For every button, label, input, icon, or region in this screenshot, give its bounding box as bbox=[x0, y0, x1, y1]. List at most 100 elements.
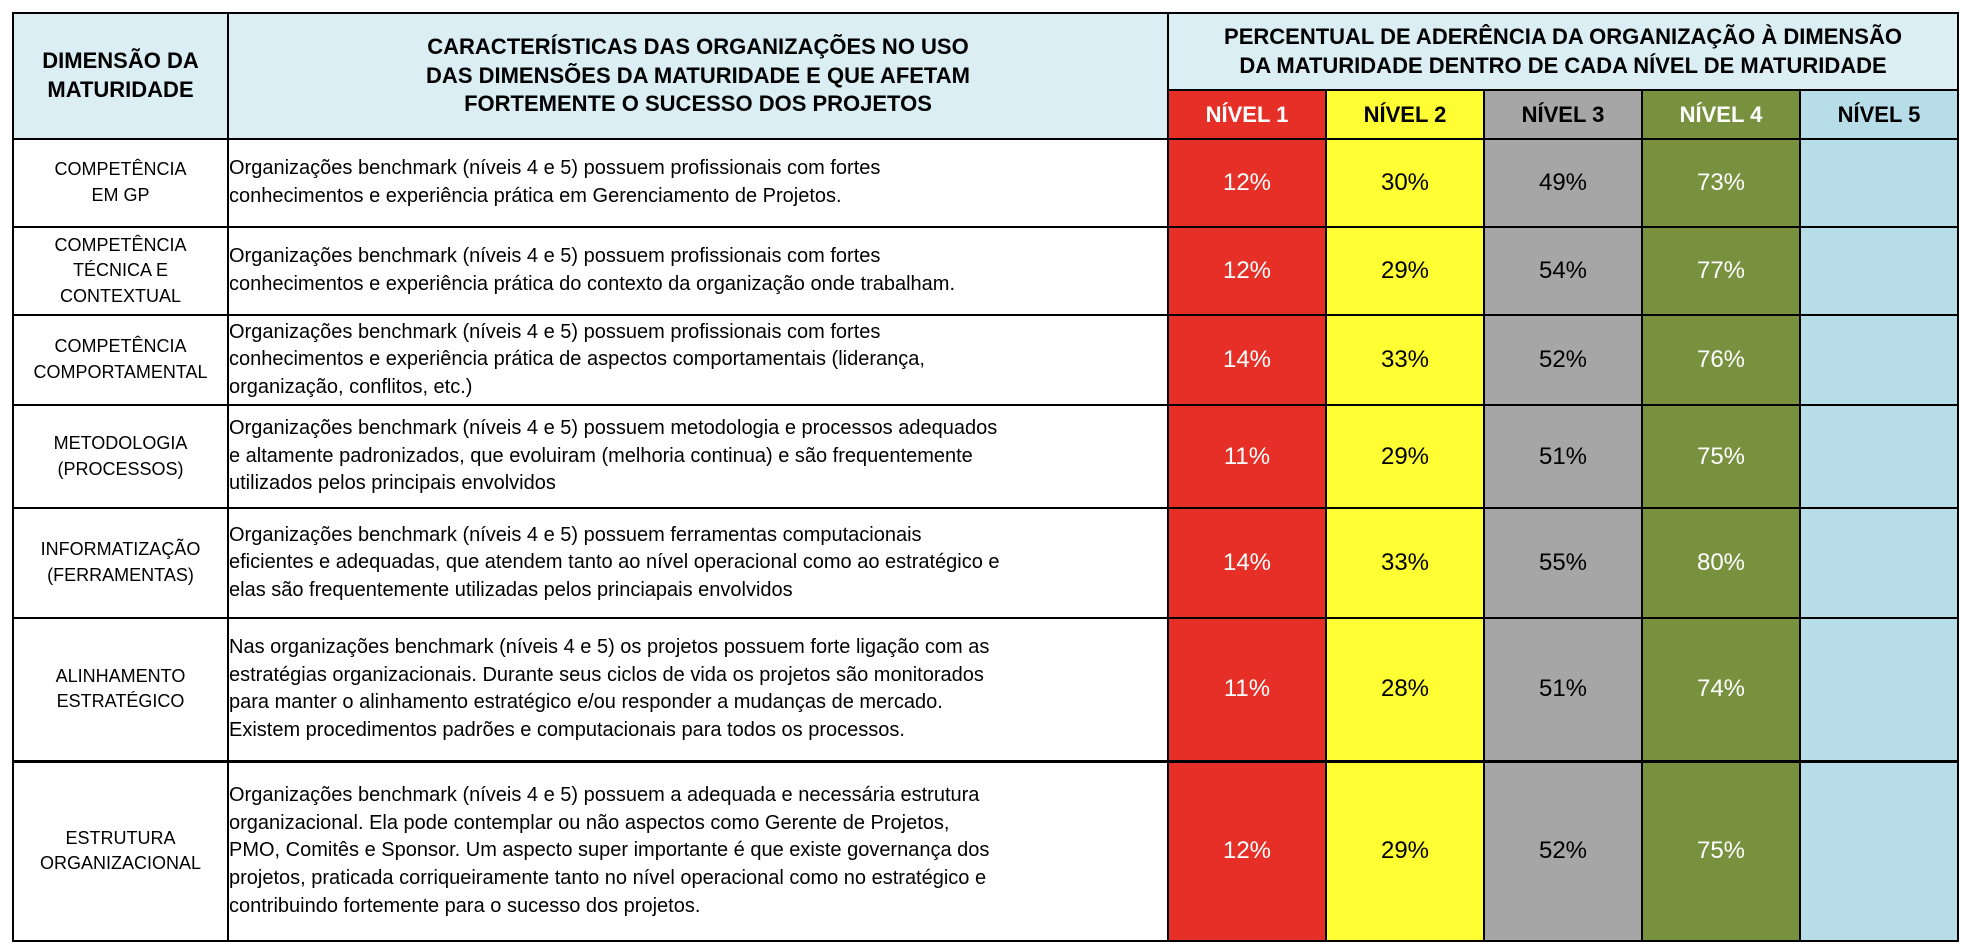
value-nivel-3: 49% bbox=[1483, 138, 1643, 228]
description-line: contribuindo fortemente para o sucesso d… bbox=[229, 894, 701, 917]
value-nivel-5 bbox=[1799, 314, 1959, 406]
value-nivel-5 bbox=[1799, 617, 1959, 762]
value-nivel-5 bbox=[1799, 759, 1959, 942]
dimension-line: METODOLOGIA bbox=[53, 432, 188, 453]
value-nivel-4: 76% bbox=[1641, 314, 1801, 406]
table-row: ESTRUTURA ORGANIZACIONAL Organizações be… bbox=[12, 759, 1959, 942]
header-characteristics-line: FORTEMENTE O SUCESSO DOS PROJETOS bbox=[464, 91, 932, 117]
header-characteristics-line: DAS DIMENSÕES DA MATURIDADE E QUE AFETAM bbox=[426, 62, 970, 88]
header-characteristics: CARACTERÍSTICAS DAS ORGANIZAÇÕES NO USO … bbox=[227, 12, 1169, 140]
value-nivel-2: 28% bbox=[1325, 617, 1485, 762]
description-line: organização, conflitos, etc.) bbox=[229, 375, 473, 398]
dimension-line: COMPETÊNCIA bbox=[54, 159, 187, 180]
description-line: organizacional. Ela pode contemplar ou n… bbox=[229, 811, 950, 834]
level-header-3: NÍVEL 3 bbox=[1483, 89, 1643, 140]
header-characteristics-line: CARACTERÍSTICAS DAS ORGANIZAÇÕES NO USO bbox=[427, 34, 969, 60]
value-nivel-5 bbox=[1799, 226, 1959, 316]
table-row: COMPETÊNCIA EM GP Organizações benchmark… bbox=[12, 138, 1959, 228]
value-nivel-1: 12% bbox=[1167, 226, 1327, 316]
dimension-line: CONTEXTUAL bbox=[59, 285, 182, 306]
header-dimension: DIMENSÃO DA MATURIDADE bbox=[12, 12, 229, 140]
description-cell: Organizações benchmark (níveis 4 e 5) po… bbox=[227, 759, 1169, 942]
value-nivel-2: 29% bbox=[1325, 404, 1485, 509]
description-cell: Organizações benchmark (níveis 4 e 5) po… bbox=[227, 226, 1169, 316]
dimension-cell: INFORMATIZAÇÃO (FERRAMENTAS) bbox=[12, 507, 229, 619]
value-nivel-4: 74% bbox=[1641, 617, 1801, 762]
description-line: projetos, praticada corriqueiramente tan… bbox=[229, 867, 987, 890]
description-line: conhecimentos e experiência prática do c… bbox=[229, 273, 956, 295]
value-nivel-1: 12% bbox=[1167, 138, 1327, 228]
description-line: Existem procedimentos padrões e computac… bbox=[229, 718, 905, 741]
dimension-line: INFORMATIZAÇÃO bbox=[40, 539, 201, 560]
description-line: elas são frequentemente utilizadas pelos… bbox=[229, 578, 793, 601]
value-nivel-2: 29% bbox=[1325, 226, 1485, 316]
value-nivel-5 bbox=[1799, 404, 1959, 509]
description-line: e altamente padronizados, que evoluiram … bbox=[229, 444, 973, 467]
value-nivel-3: 55% bbox=[1483, 507, 1643, 619]
description-line: para manter o alinhamento estratégico e/… bbox=[229, 691, 943, 714]
value-nivel-5 bbox=[1799, 138, 1959, 228]
header-percentual-line: PERCENTUAL DE ADERÊNCIA DA ORGANIZAÇÃO À… bbox=[1224, 23, 1902, 49]
description-line: estratégias organizacionais. Durante seu… bbox=[229, 663, 984, 686]
dimension-line: ORGANIZACIONAL bbox=[39, 853, 202, 874]
dimension-cell: ALINHAMENTO ESTRATÉGICO bbox=[12, 617, 229, 762]
dimension-line: TÉCNICA E bbox=[72, 260, 169, 281]
table-row: METODOLOGIA (PROCESSOS) Organizações ben… bbox=[12, 404, 1959, 509]
dimension-cell: COMPETÊNCIA TÉCNICA E CONTEXTUAL bbox=[12, 226, 229, 316]
value-nivel-3: 51% bbox=[1483, 404, 1643, 509]
description-line: eficientes e adequadas, que atendem tant… bbox=[229, 551, 1000, 574]
dimension-cell: COMPETÊNCIA COMPORTAMENTAL bbox=[12, 314, 229, 406]
description-line: Organizações benchmark (níveis 4 e 5) po… bbox=[229, 523, 922, 546]
value-nivel-2: 33% bbox=[1325, 314, 1485, 406]
value-nivel-1: 14% bbox=[1167, 507, 1327, 619]
description-line: utilizados pelos principais envolvidos bbox=[229, 472, 556, 495]
header-percentual: PERCENTUAL DE ADERÊNCIA DA ORGANIZAÇÃO À… bbox=[1167, 12, 1959, 91]
description-line: conhecimentos e experiência prática em G… bbox=[229, 185, 842, 207]
dimension-line: ALINHAMENTO bbox=[55, 665, 186, 686]
value-nivel-3: 52% bbox=[1483, 314, 1643, 406]
dimension-line: EM GP bbox=[91, 185, 150, 205]
dimension-line: ESTRUTURA bbox=[65, 827, 176, 848]
description-line: Organizações benchmark (níveis 4 e 5) po… bbox=[229, 784, 980, 807]
value-nivel-3: 54% bbox=[1483, 226, 1643, 316]
description-cell: Organizações benchmark (níveis 4 e 5) po… bbox=[227, 404, 1169, 509]
description-cell: Nas organizações benchmark (níveis 4 e 5… bbox=[227, 617, 1169, 762]
value-nivel-4: 73% bbox=[1641, 138, 1801, 228]
value-nivel-2: 29% bbox=[1325, 759, 1485, 942]
dimension-line: (FERRAMENTAS) bbox=[47, 565, 194, 585]
level-header-2: NÍVEL 2 bbox=[1325, 89, 1485, 140]
description-line: conhecimentos e experiência prática de a… bbox=[229, 348, 925, 371]
level-header-1: NÍVEL 1 bbox=[1167, 89, 1327, 140]
dimension-cell: METODOLOGIA (PROCESSOS) bbox=[12, 404, 229, 509]
value-nivel-1: 14% bbox=[1167, 314, 1327, 406]
table-row: COMPETÊNCIA COMPORTAMENTAL Organizações … bbox=[12, 314, 1959, 406]
dimension-cell: ESTRUTURA ORGANIZACIONAL bbox=[12, 759, 229, 942]
value-nivel-4: 77% bbox=[1641, 226, 1801, 316]
description-line: Organizações benchmark (níveis 4 e 5) po… bbox=[229, 245, 881, 268]
value-nivel-3: 52% bbox=[1483, 759, 1643, 942]
value-nivel-5 bbox=[1799, 507, 1959, 619]
header-dimension-line: MATURIDADE bbox=[47, 77, 194, 102]
value-nivel-3: 51% bbox=[1483, 617, 1643, 762]
value-nivel-1: 11% bbox=[1167, 617, 1327, 762]
dimension-line: COMPORTAMENTAL bbox=[33, 362, 208, 382]
description-cell: Organizações benchmark (níveis 4 e 5) po… bbox=[227, 314, 1169, 406]
dimension-line: COMPETÊNCIA bbox=[54, 234, 187, 255]
table-row: COMPETÊNCIA TÉCNICA E CONTEXTUAL Organiz… bbox=[12, 226, 1959, 316]
description-cell: Organizações benchmark (níveis 4 e 5) po… bbox=[227, 138, 1169, 228]
description-line: PMO, Comitês e Sponsor. Um aspecto super… bbox=[229, 839, 990, 862]
description-line: Organizações benchmark (níveis 4 e 5) po… bbox=[229, 157, 881, 180]
value-nivel-4: 75% bbox=[1641, 404, 1801, 509]
dimension-line: (PROCESSOS) bbox=[57, 458, 184, 479]
value-nivel-2: 30% bbox=[1325, 138, 1485, 228]
table-row: INFORMATIZAÇÃO (FERRAMENTAS) Organizaçõe… bbox=[12, 507, 1959, 619]
dimension-line: COMPETÊNCIA bbox=[54, 336, 187, 357]
description-cell: Organizações benchmark (níveis 4 e 5) po… bbox=[227, 507, 1169, 619]
header-percentual-line: DA MATURIDADE DENTRO DE CADA NÍVEL DE MA… bbox=[1239, 52, 1887, 78]
value-nivel-4: 75% bbox=[1641, 759, 1801, 942]
dimension-line: ESTRATÉGICO bbox=[56, 691, 185, 712]
header-dimension-line: DIMENSÃO DA bbox=[42, 48, 199, 74]
level-header-4: NÍVEL 4 bbox=[1641, 89, 1801, 140]
value-nivel-4: 80% bbox=[1641, 507, 1801, 619]
description-line: Organizações benchmark (níveis 4 e 5) po… bbox=[229, 320, 881, 343]
